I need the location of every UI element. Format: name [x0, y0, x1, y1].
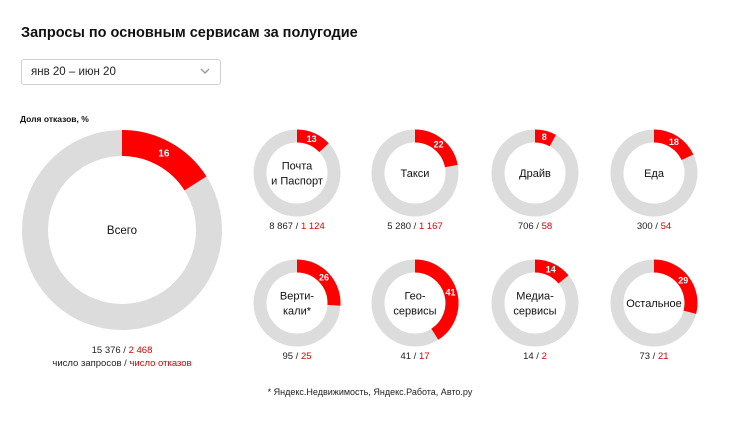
service-rejections-value: 2 [541, 351, 547, 362]
donut-percent-label: 14 [546, 265, 556, 275]
donut-rejection-segment [534, 259, 569, 284]
donut-center-label: Такси [401, 168, 430, 180]
donut-center-label: сервисы [393, 306, 436, 318]
service-requests-value: 300 [636, 221, 653, 232]
donut-2: 8 Драйв [491, 129, 579, 217]
donut-percent-label: 16 [158, 148, 170, 159]
donut-center-label: Всего [107, 225, 137, 237]
total-stats: 15 376 / 2 468 число запросов / число от… [22, 345, 222, 369]
donut-percent-label: 29 [678, 275, 688, 285]
donut-1: 22 Такси [371, 129, 459, 217]
donut-total: 16 Всего [22, 130, 222, 330]
service-stats-6: 14 / 2 [465, 351, 605, 362]
service-requests-value: 95 [282, 351, 294, 362]
service-stats-4: 95 / 25 [227, 351, 367, 362]
donut-percent-label: 18 [669, 137, 679, 147]
service-requests-value: 5 280 [387, 221, 412, 232]
service-rejections-value: 1 124 [300, 221, 325, 232]
service-requests-value: 41 [400, 351, 412, 362]
donut-rejection-segment [414, 259, 459, 340]
service-stats-0: 8 867 / 1 124 [227, 221, 367, 232]
donut-percent-label: 26 [319, 273, 329, 283]
footnote: * Яндекс.Недвижимость, Яндекс.Работа, Ав… [267, 387, 473, 397]
service-stats-7: 73 / 21 [584, 351, 724, 362]
donut-percent-label: 13 [307, 134, 317, 144]
stat-separator: / [650, 351, 658, 362]
total-rejections-value: 2 468 [128, 345, 153, 356]
donut-rejection-segment [653, 129, 694, 161]
service-requests-value: 706 [517, 221, 534, 232]
donut-percent-label: 22 [434, 139, 444, 149]
legend-rejections-label: число отказов [129, 358, 192, 369]
stat-separator: / [533, 351, 542, 362]
donut-center-label: Почта [282, 161, 313, 173]
donut-center-label: сервисы [513, 306, 556, 318]
service-stats-2: 706 / 58 [465, 221, 605, 232]
donut-center-label: кали* [283, 306, 312, 318]
service-rejections-value: 21 [657, 351, 669, 362]
service-requests-value: 73 [639, 351, 651, 362]
donut-center-label: Медиа- [516, 291, 554, 303]
service-rejections-value: 58 [541, 221, 553, 232]
donut-percent-label: 41 [446, 288, 456, 298]
donut-center-label: Верти- [280, 291, 315, 303]
service-rejections-value: 17 [418, 351, 430, 362]
service-requests-value: 14 [523, 351, 534, 362]
period-select[interactable]: янв 20 – июн 20 [21, 59, 221, 85]
stat-separator: / [652, 221, 661, 232]
donut-center-label: Еда [644, 168, 665, 180]
donut-5: 41 Гео-сервисы [371, 259, 459, 347]
service-rejections-value: 25 [300, 351, 312, 362]
donut-center-label: Гео- [404, 291, 425, 303]
service-rejections-value: 1 167 [418, 221, 443, 232]
donut-rejection-segment [296, 259, 341, 306]
donut-6: 14 Медиа-сервисы [491, 259, 579, 347]
donut-3: 18 Еда [610, 129, 698, 217]
donut-center-label: и Паспорт [271, 176, 323, 188]
chevron-down-icon [200, 68, 210, 74]
service-stats-5: 41 / 17 [345, 351, 485, 362]
donut-center-label: Драйв [519, 168, 551, 180]
legend-separator: / [121, 358, 130, 369]
stat-separator: / [293, 221, 301, 232]
period-select-value: янв 20 – июн 20 [31, 66, 116, 78]
donut-rejection-segment [414, 129, 458, 168]
service-requests-value: 8 867 [269, 221, 294, 232]
service-rejections-value: 54 [660, 221, 672, 232]
page-title: Запросы по основным сервисам за полугоди… [21, 25, 358, 41]
donut-percent-label: 8 [542, 132, 547, 142]
donut-0: 13 Почта и Паспорт [253, 129, 341, 217]
total-requests-value: 15 376 [91, 345, 121, 356]
donut-rejection-segment [296, 129, 329, 153]
donut-7: 29 Остальное [610, 259, 698, 347]
service-stats-3: 300 / 54 [584, 221, 724, 232]
stat-separator: / [411, 351, 419, 362]
stat-separator: / [411, 221, 419, 232]
donut-4: 26 Верти-кали* [253, 259, 341, 347]
donut-center-label: Остальное [626, 298, 682, 310]
donut-rejection-segment [653, 259, 698, 314]
donut-rejection-segment [534, 129, 556, 147]
rejection-share-label: Доля отказов, % [20, 114, 89, 124]
stat-separator: / [293, 351, 301, 362]
stat-separator: / [120, 345, 129, 356]
donut-rejection-segment [121, 130, 207, 191]
legend-requests-label: число запросов [52, 358, 122, 369]
service-stats-1: 5 280 / 1 167 [345, 221, 485, 232]
stat-separator: / [533, 221, 542, 232]
